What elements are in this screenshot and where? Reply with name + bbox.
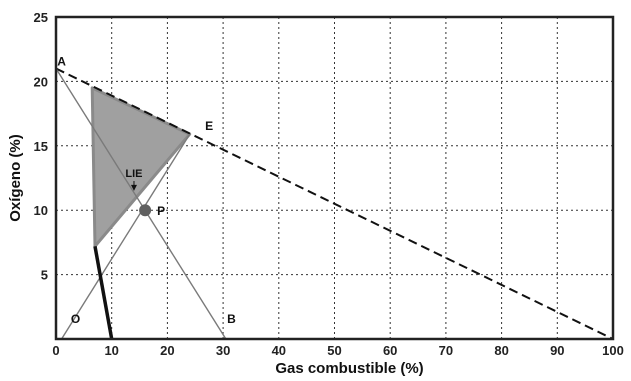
y-tick-label: 20 — [34, 74, 48, 89]
x-tick-label: 10 — [104, 343, 118, 358]
y-axis-title: Oxígeno (%) — [7, 134, 24, 222]
x-tick-label: 80 — [494, 343, 508, 358]
x-tick-label: 30 — [216, 343, 230, 358]
x-tick-label: 20 — [160, 343, 174, 358]
annotation-lie: LIE — [125, 168, 142, 180]
inert-line — [93, 245, 114, 340]
line-A-B — [55, 68, 227, 340]
annotations: LIE — [125, 168, 143, 191]
series-lines — [55, 67, 614, 340]
y-tick-label: 5 — [41, 268, 48, 283]
plot-border — [54, 15, 615, 341]
y-tick-label: 10 — [34, 203, 48, 218]
line-O-E — [60, 133, 191, 340]
y-tick-label: 15 — [34, 139, 48, 154]
flammable-region-group — [90, 86, 192, 248]
annotation-arrow-head — [130, 184, 137, 191]
point-label-B: B — [227, 312, 236, 326]
x-tick-label: 60 — [383, 343, 397, 358]
plot-frame — [54, 15, 615, 341]
point-labels: A E O B P — [57, 55, 236, 327]
y-tick-label: 25 — [34, 10, 48, 25]
air-line — [55, 67, 614, 340]
x-tick-label: 50 — [327, 343, 341, 358]
point-label-P: P — [157, 204, 165, 218]
x-tick-label: 90 — [550, 343, 564, 358]
x-tick-label: 70 — [439, 343, 453, 358]
flammable-region — [90, 86, 192, 248]
x-axis-title: Gas combustible (%) — [275, 360, 423, 377]
x-tick-label: 40 — [272, 343, 286, 358]
tick-labels: 0 10 20 30 40 50 60 70 80 90 100 5 10 15 20 25 — [34, 10, 624, 358]
x-tick-label: 0 — [52, 343, 59, 358]
point-marker-P — [139, 204, 152, 217]
point-label-E: E — [205, 119, 213, 133]
point-label-O: O — [71, 312, 80, 326]
x-tick-label: 100 — [602, 343, 624, 358]
point-label-A: A — [57, 55, 66, 69]
